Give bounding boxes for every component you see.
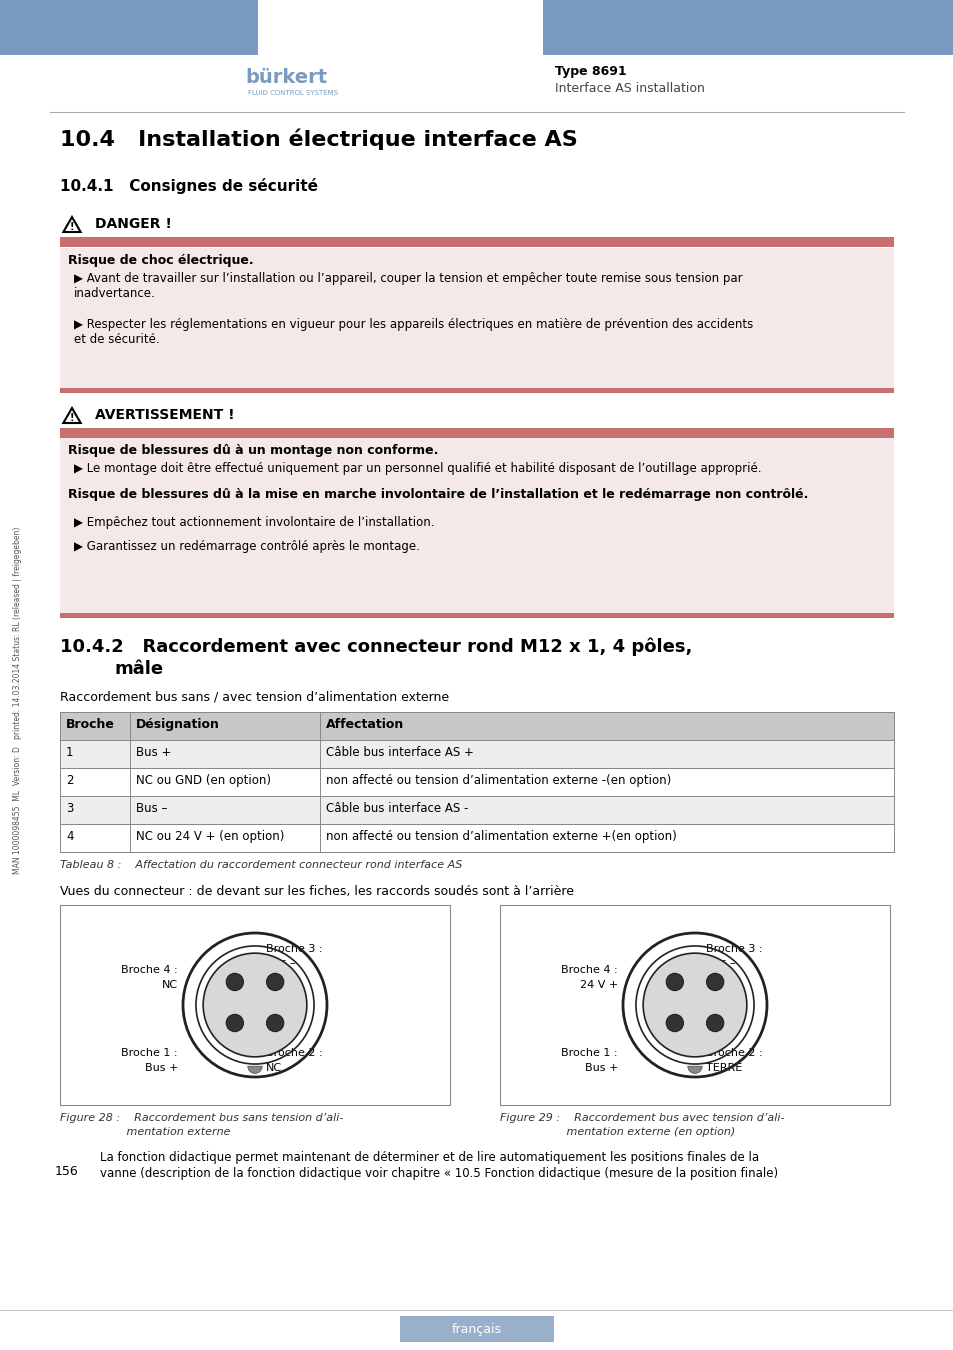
Text: 3: 3	[66, 802, 73, 815]
Text: AVERTISSEMENT !: AVERTISSEMENT !	[95, 408, 234, 423]
Text: Interface AS installation: Interface AS installation	[555, 82, 704, 94]
Text: 2: 2	[66, 774, 73, 787]
Bar	[542, 0, 953, 55]
Bar	[60, 740, 893, 768]
Text: Bus –: Bus –	[705, 958, 735, 968]
Text: mentation externe: mentation externe	[60, 1127, 231, 1137]
Text: NC ou GND (en option): NC ou GND (en option)	[136, 774, 271, 787]
Text: Câble bus interface AS +: Câble bus interface AS +	[326, 747, 474, 759]
Text: ▶ Avant de travailler sur l’installation ou l’appareil, couper la tension et emp: ▶ Avant de travailler sur l’installation…	[74, 271, 741, 300]
Text: Désignation: Désignation	[136, 718, 219, 730]
Circle shape	[665, 1014, 682, 1031]
Text: 24 V +: 24 V +	[579, 980, 618, 990]
Text: NC: NC	[162, 980, 178, 990]
Wedge shape	[248, 1066, 262, 1073]
Bar	[60, 437, 893, 613]
Text: Broche 2 :: Broche 2 :	[266, 1048, 322, 1058]
Text: Risque de blessures dû à un montage non conforme.: Risque de blessures dû à un montage non …	[68, 444, 438, 458]
Text: TERRE: TERRE	[705, 1062, 741, 1073]
Text: 4: 4	[66, 830, 73, 842]
Text: Broche 2 :: Broche 2 :	[705, 1048, 761, 1058]
Text: vanne (description de la fonction didactique voir chapitre « 10.5 Fonction didac: vanne (description de la fonction didact…	[100, 1166, 778, 1180]
Text: Figure 29 :    Raccordement bus avec tension d’ali-: Figure 29 : Raccordement bus avec tensio…	[499, 1112, 783, 1123]
Circle shape	[266, 973, 283, 991]
Text: Type 8691: Type 8691	[555, 65, 626, 78]
Text: Bus +: Bus +	[145, 1062, 178, 1073]
Bar	[60, 248, 893, 387]
Text: MAN 1000098455  ML  Version: D   printed: 14.03.2014 Status: RL (released | frei: MAN 1000098455 ML Version: D printed: 14…	[13, 526, 23, 873]
Text: Bus +: Bus +	[584, 1062, 618, 1073]
Text: 10.4   Installation électrique interface AS: 10.4 Installation électrique interface A…	[60, 128, 578, 150]
Text: Bus –: Bus –	[266, 958, 295, 968]
Circle shape	[226, 1014, 243, 1031]
Text: ▶ Respecter les réglementations en vigueur pour les appareils électriques en mat: ▶ Respecter les réglementations en vigue…	[74, 319, 753, 346]
Text: Vues du connecteur : de devant sur les fiches, les raccords soudés sont à l’arri: Vues du connecteur : de devant sur les f…	[60, 886, 574, 898]
Text: La fonction didactique permet maintenant de déterminer et de lire automatiquemen: La fonction didactique permet maintenant…	[100, 1152, 759, 1164]
Circle shape	[642, 953, 746, 1057]
Bar	[60, 768, 893, 796]
Text: Bus –: Bus –	[136, 802, 167, 815]
Text: Broche 1 :: Broche 1 :	[121, 1048, 178, 1058]
Text: ▶ Le montage doit être effectué uniquement par un personnel qualifié et habilité: ▶ Le montage doit être effectué uniqueme…	[74, 462, 760, 475]
Text: Broche 3 :: Broche 3 :	[266, 944, 322, 954]
Circle shape	[706, 973, 723, 991]
Bar	[60, 711, 893, 740]
Circle shape	[226, 973, 243, 991]
Text: Risque de blessures dû à la mise en marche involontaire de l’installation et le : Risque de blessures dû à la mise en marc…	[68, 487, 807, 501]
Text: Risque de choc électrique.: Risque de choc électrique.	[68, 254, 253, 267]
Text: bürkert: bürkert	[245, 68, 327, 86]
Circle shape	[706, 1014, 723, 1031]
Wedge shape	[687, 1066, 701, 1073]
Circle shape	[203, 953, 307, 1057]
Bar	[0, 0, 257, 55]
Text: Figure 28 :    Raccordement bus sans tension d’ali-: Figure 28 : Raccordement bus sans tensio…	[60, 1112, 343, 1123]
Text: Broche 4 :: Broche 4 :	[121, 965, 178, 976]
Bar	[60, 387, 893, 393]
Bar	[399, 1316, 554, 1342]
Text: français: français	[452, 1323, 501, 1335]
Text: Broche 1 :: Broche 1 :	[561, 1048, 618, 1058]
Circle shape	[665, 973, 682, 991]
Bar	[60, 904, 450, 1106]
Text: NC: NC	[266, 1062, 282, 1073]
Text: Broche: Broche	[66, 718, 114, 730]
Text: 10.4.2   Raccordement avec connecteur rond M12 x 1, 4 pôles,: 10.4.2 Raccordement avec connecteur rond…	[60, 639, 692, 656]
Text: DANGER !: DANGER !	[95, 217, 172, 231]
Text: NC ou 24 V + (en option): NC ou 24 V + (en option)	[136, 830, 284, 842]
Text: Broche 3 :: Broche 3 :	[705, 944, 761, 954]
Text: !: !	[70, 413, 74, 423]
Bar	[60, 796, 893, 824]
Text: 1: 1	[66, 747, 73, 759]
Text: mâle: mâle	[115, 660, 164, 678]
Text: ▶ Empêchez tout actionnement involontaire de l’installation.: ▶ Empêchez tout actionnement involontair…	[74, 516, 434, 529]
Bar	[60, 428, 893, 437]
Text: Câble bus interface AS -: Câble bus interface AS -	[326, 802, 468, 815]
Text: Bus +: Bus +	[136, 747, 172, 759]
Text: Affectation: Affectation	[326, 718, 404, 730]
Text: ▶ Garantissez un redémarrage contrôlé après le montage.: ▶ Garantissez un redémarrage contrôlé ap…	[74, 540, 419, 553]
Text: 10.4.1   Consignes de sécurité: 10.4.1 Consignes de sécurité	[60, 178, 317, 194]
Circle shape	[266, 1014, 283, 1031]
Bar	[60, 238, 893, 247]
Text: non affecté ou tension d’alimentation externe +(en option): non affecté ou tension d’alimentation ex…	[326, 830, 676, 842]
Bar	[499, 904, 889, 1106]
Text: 156: 156	[55, 1165, 79, 1179]
Text: non affecté ou tension d’alimentation externe -(en option): non affecté ou tension d’alimentation ex…	[326, 774, 671, 787]
Text: Tableau 8 :    Affectation du raccordement connecteur rond interface AS: Tableau 8 : Affectation du raccordement …	[60, 860, 462, 869]
Text: Raccordement bus sans / avec tension d’alimentation externe: Raccordement bus sans / avec tension d’a…	[60, 690, 449, 703]
Text: !: !	[70, 221, 74, 232]
Bar	[60, 824, 893, 852]
Text: Broche 4 :: Broche 4 :	[560, 965, 618, 976]
Bar	[60, 613, 893, 618]
Text: FLUID CONTROL SYSTEMS: FLUID CONTROL SYSTEMS	[248, 90, 337, 96]
Text: mentation externe (en option): mentation externe (en option)	[499, 1127, 735, 1137]
